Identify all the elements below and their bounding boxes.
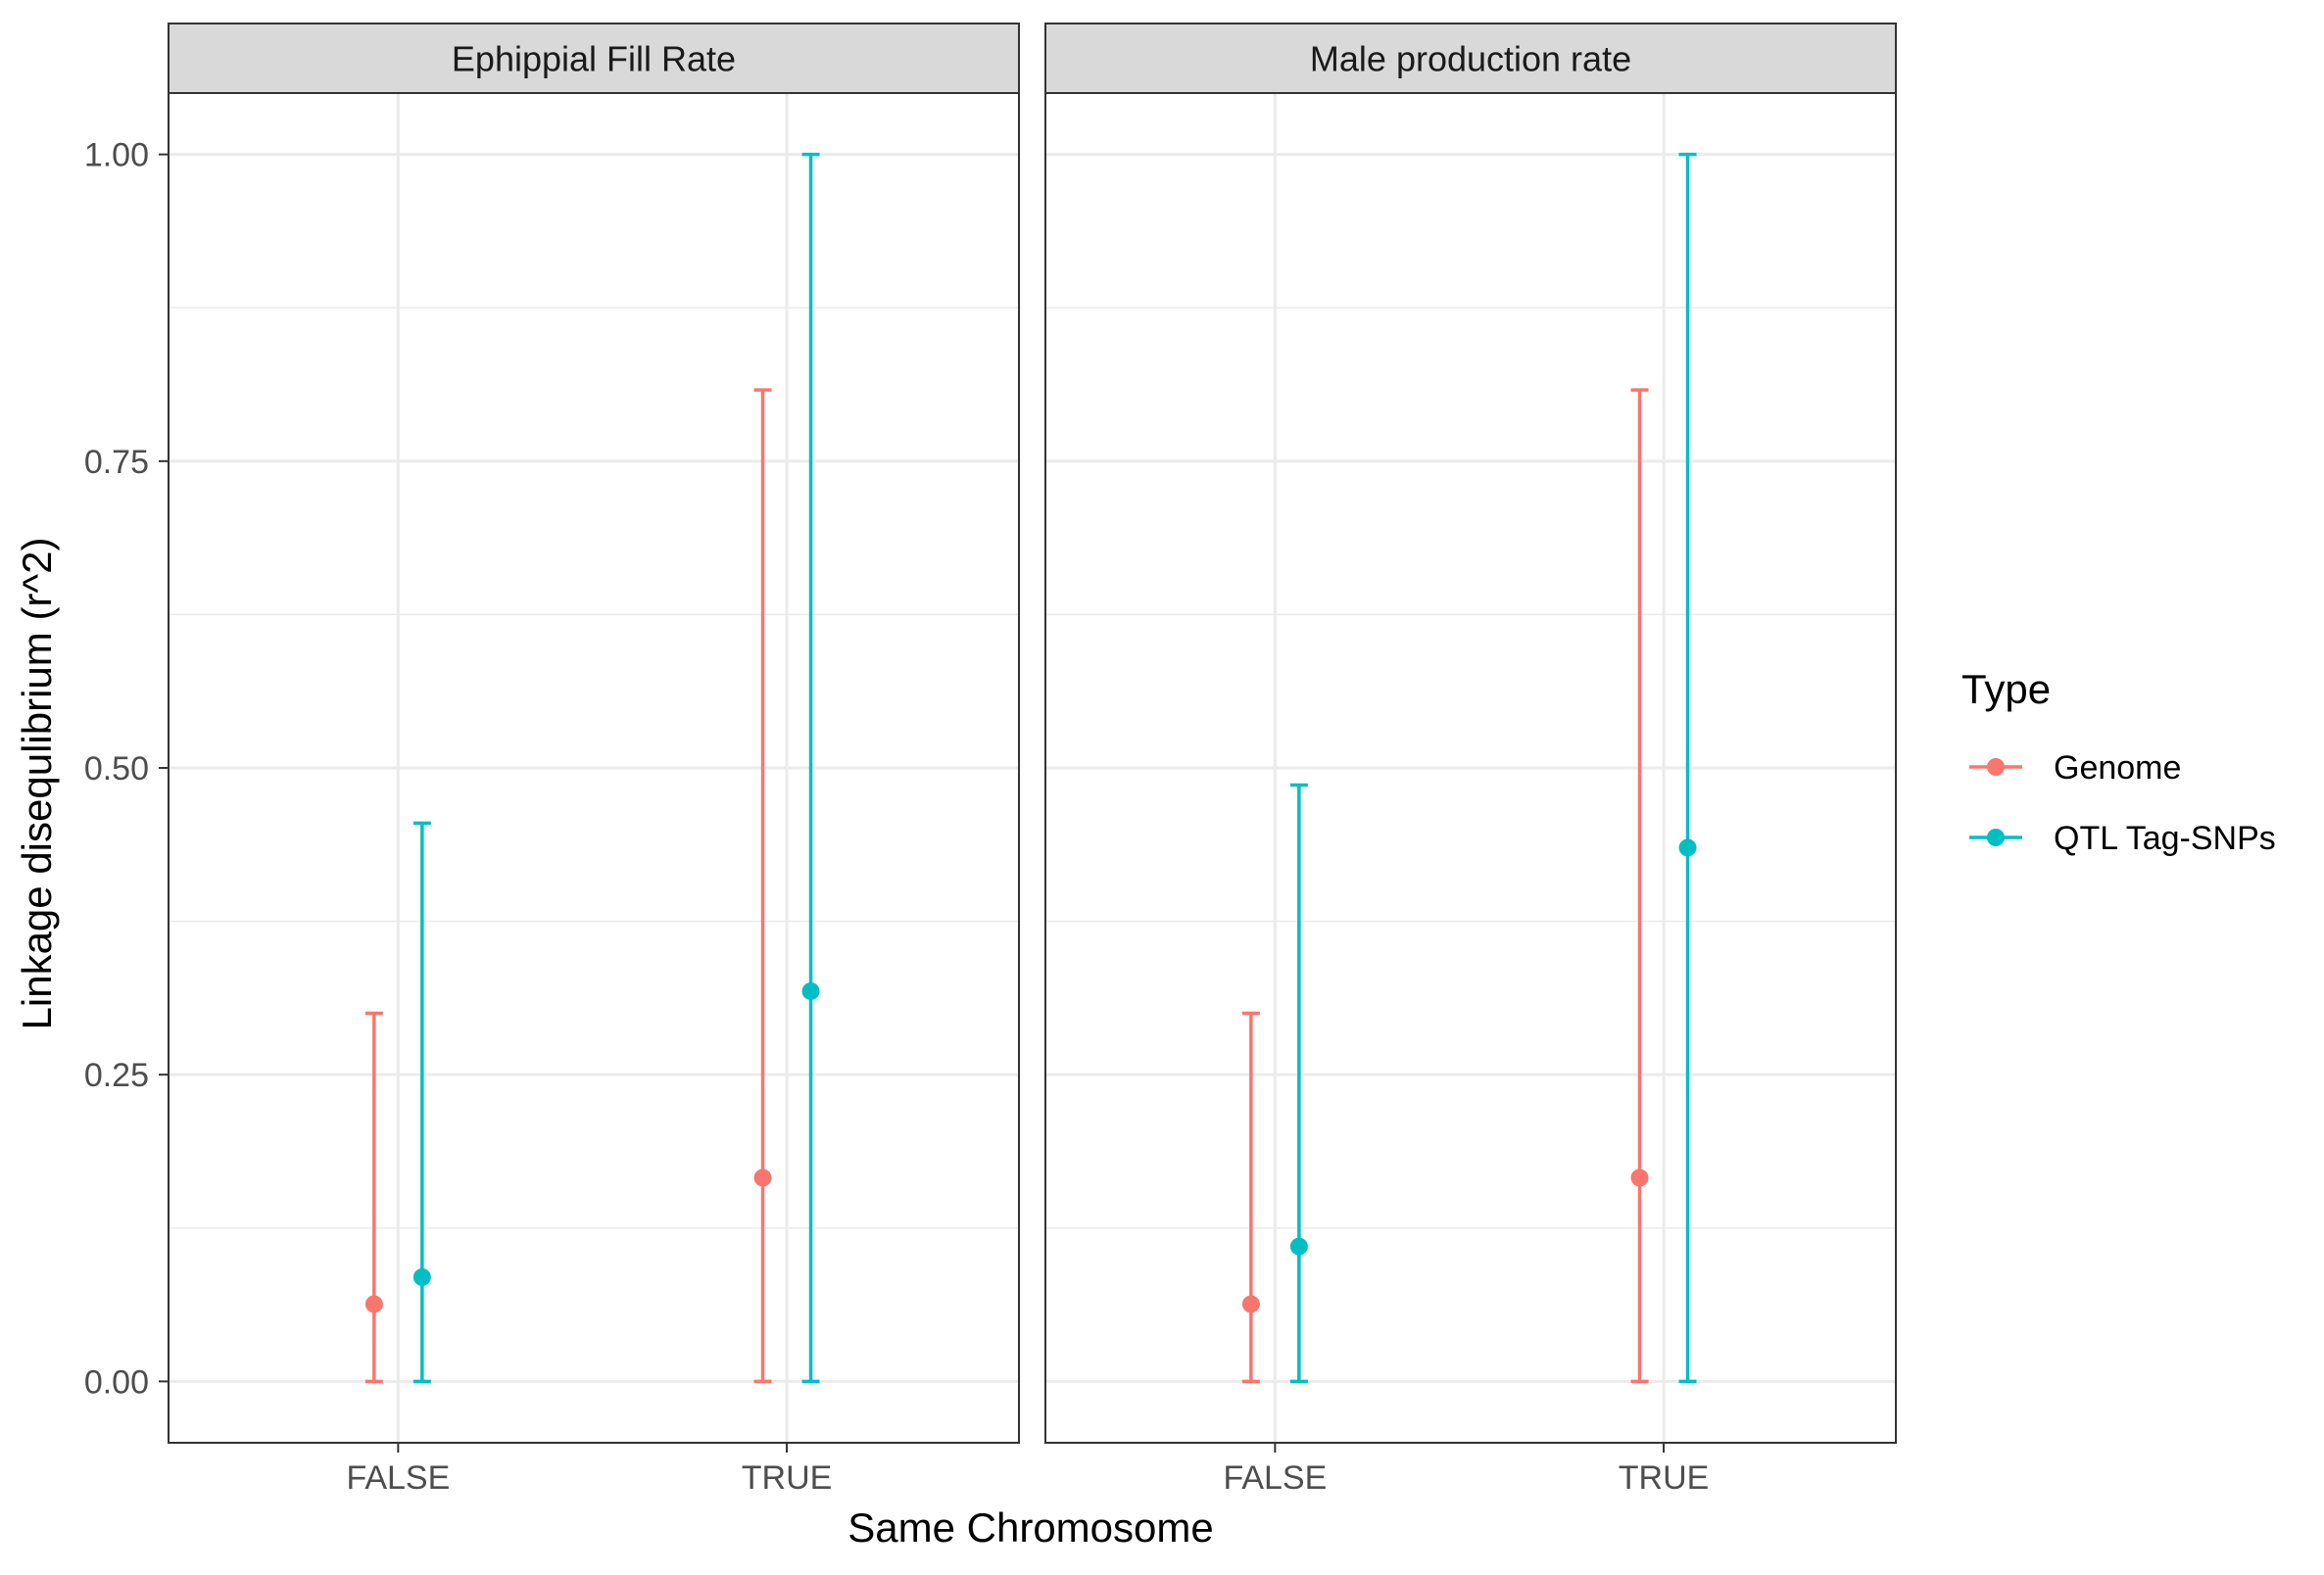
legend-label-qtl-tag-snps: QTL Tag-SNPs — [2054, 820, 2276, 857]
y-tick-label-4: 1.00 — [84, 137, 149, 174]
point-facet-2-qtl-tag-snps-false — [1289, 1237, 1308, 1256]
legend-key-dot-qtl-tag-snps — [1987, 829, 2005, 846]
x-tick-label-false: FALSE — [1223, 1459, 1327, 1497]
y-axis-title: Linkage disequlibrium (r^2) — [14, 538, 60, 1030]
legend-key-dot-genome — [1987, 758, 2005, 776]
strip-title-ephippial-fill-rate: Ephippial Fill Rate — [452, 39, 736, 79]
strip-title-male-production-rate: Male production rate — [1310, 39, 1631, 79]
y-tick-label-1: 0.25 — [84, 1057, 149, 1094]
point-facet-1-genome-false — [364, 1295, 383, 1313]
point-facet-2-genome-false — [1241, 1295, 1260, 1313]
point-facet-1-genome-true — [753, 1169, 772, 1187]
point-facet-2-qtl-tag-snps-true — [1678, 838, 1697, 857]
panel-ephippial-fill-rate: Ephippial Fill Rate FALSE TRUE — [168, 23, 1020, 1497]
y-tick-label-3: 0.75 — [84, 444, 149, 481]
legend-item-qtl-tag-snps: QTL Tag-SNPs — [1969, 820, 2276, 857]
x-tick-label-false: FALSE — [346, 1459, 450, 1497]
x-tick-label-true: TRUE — [742, 1459, 833, 1497]
x-tick-label-true: TRUE — [1619, 1459, 1710, 1497]
legend-title: Type — [1961, 666, 2051, 712]
point-facet-1-qtl-tag-snps-true — [801, 981, 820, 1000]
legend-item-genome: Genome — [1969, 749, 2181, 787]
legend-label-genome: Genome — [2054, 749, 2181, 787]
panel-male-production-rate: Male production rate FALSE TRUE — [1044, 23, 1897, 1497]
point-facet-1-qtl-tag-snps-false — [412, 1267, 431, 1286]
y-tick-label-2: 0.50 — [84, 750, 149, 788]
legend: Type Genome QTL Tag-SNPs — [1961, 666, 2276, 857]
strip-background — [168, 23, 1020, 94]
y-tick-label-0: 0.00 — [84, 1363, 149, 1401]
x-axis-title: Same Chromosome — [847, 1504, 1213, 1551]
strip-background — [1044, 23, 1897, 94]
point-facet-2-genome-true — [1630, 1169, 1649, 1187]
y-tick-labels: 0.00 0.25 0.50 0.75 1.00 — [84, 137, 169, 1401]
